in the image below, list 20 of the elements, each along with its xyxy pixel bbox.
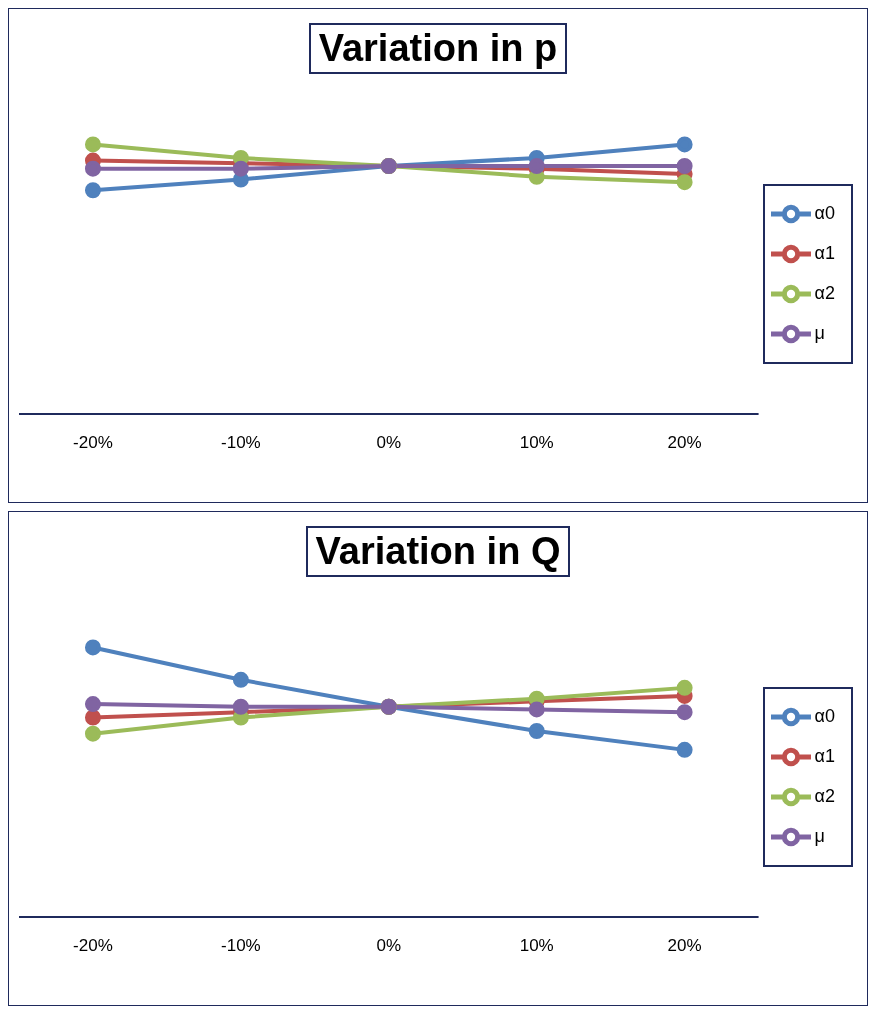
x-tick-label: 10% (519, 936, 554, 956)
legend-label: α1 (814, 242, 835, 263)
legend-label: α2 (814, 785, 835, 806)
legend-label: α2 (814, 282, 835, 303)
x-tick-label: -10% (221, 936, 261, 956)
legend-label: α0 (814, 705, 835, 726)
x-tick-label: 0% (376, 433, 402, 453)
x-tick-label: 20% (667, 936, 702, 956)
x-tick-label: 20% (667, 433, 702, 453)
legend-label: μ (814, 322, 825, 343)
x-tick-label: -20% (73, 936, 113, 956)
legend-label: α0 (814, 202, 835, 223)
chart-title: Variation in p (308, 23, 568, 74)
x-tick-label: 10% (519, 433, 554, 453)
x-tick-label: 0% (376, 936, 402, 956)
chart-title: Variation in Q (305, 526, 571, 577)
legend-label: μ (814, 825, 825, 846)
legend-label: α1 (814, 745, 835, 766)
x-tick-label: -20% (73, 433, 113, 453)
x-tick-label: -10% (221, 433, 261, 453)
